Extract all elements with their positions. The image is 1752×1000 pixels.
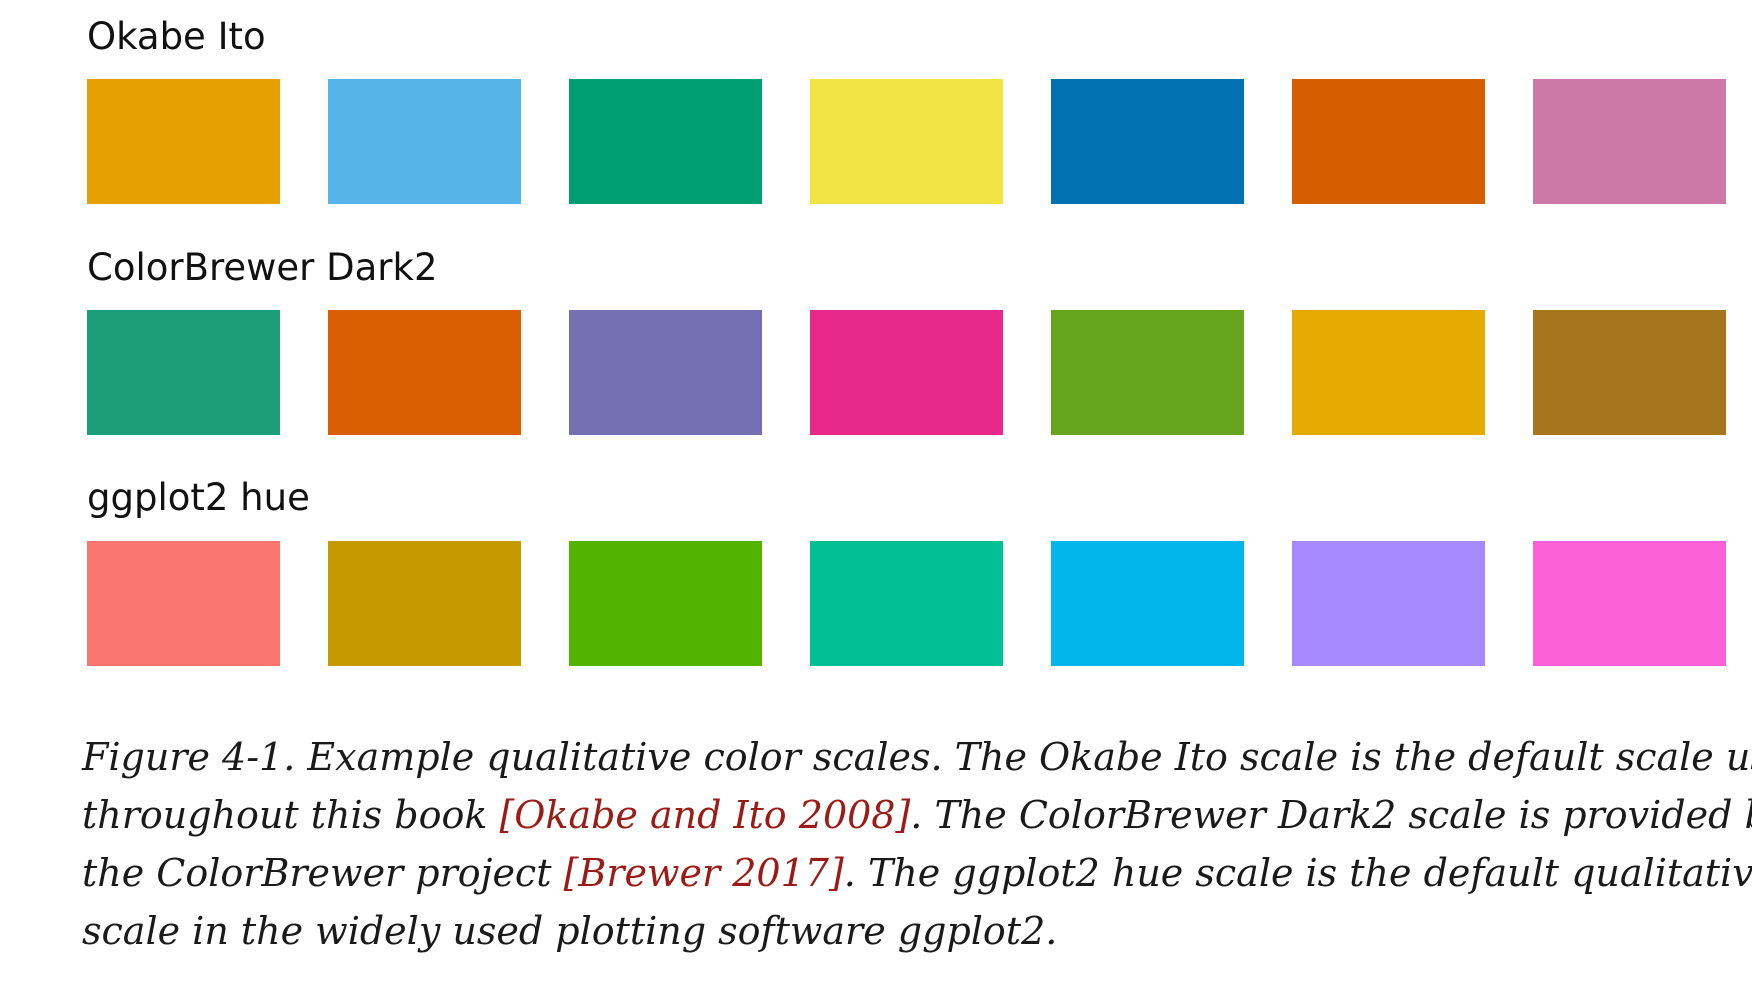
caption-line: Figure 4-1. Example qualitative color sc… [82,728,1742,786]
citation-link[interactable]: [Okabe and Ito 2008] [499,793,910,837]
color-swatch [569,310,762,435]
color-swatch [1533,79,1726,204]
color-swatch [810,310,1003,435]
scale-title: ColorBrewer Dark2 [87,249,438,286]
color-swatch [1292,310,1485,435]
scale-title: ggplot2 hue [87,479,310,516]
caption-text: . The ggplot2 hue scale is the default q… [844,851,1752,895]
color-swatch [810,79,1003,204]
color-swatch [87,79,280,204]
color-swatch [1051,79,1244,204]
color-swatch [1533,541,1726,666]
caption-text: the ColorBrewer project [82,851,564,895]
scale-title: Okabe Ito [87,18,266,55]
color-swatch [1292,79,1485,204]
color-swatch [328,310,521,435]
scale-okabe-ito: Okabe Ito [87,18,266,55]
caption-line: the ColorBrewer project [Brewer 2017]. T… [82,844,1742,902]
color-swatch [328,79,521,204]
figure-caption: Figure 4-1. Example qualitative color sc… [82,728,1742,960]
color-swatch [569,79,762,204]
caption-line: scale in the widely used plotting softwa… [82,902,1742,960]
caption-text: . The ColorBrewer Dark2 scale is provide… [910,793,1752,837]
color-swatch [87,310,280,435]
color-swatch [569,541,762,666]
color-swatch [87,541,280,666]
caption-text: throughout this book [82,793,499,837]
color-swatch [1533,310,1726,435]
scale-colorbrewer-dark2: ColorBrewer Dark2 [87,249,438,286]
color-swatch [328,541,521,666]
color-swatch [1051,310,1244,435]
color-swatch [1292,541,1485,666]
scale-ggplot2-hue: ggplot2 hue [87,479,310,516]
color-swatch [810,541,1003,666]
color-swatch [1051,541,1244,666]
citation-link[interactable]: [Brewer 2017] [564,851,844,895]
caption-line: throughout this book [Okabe and Ito 2008… [82,786,1742,844]
